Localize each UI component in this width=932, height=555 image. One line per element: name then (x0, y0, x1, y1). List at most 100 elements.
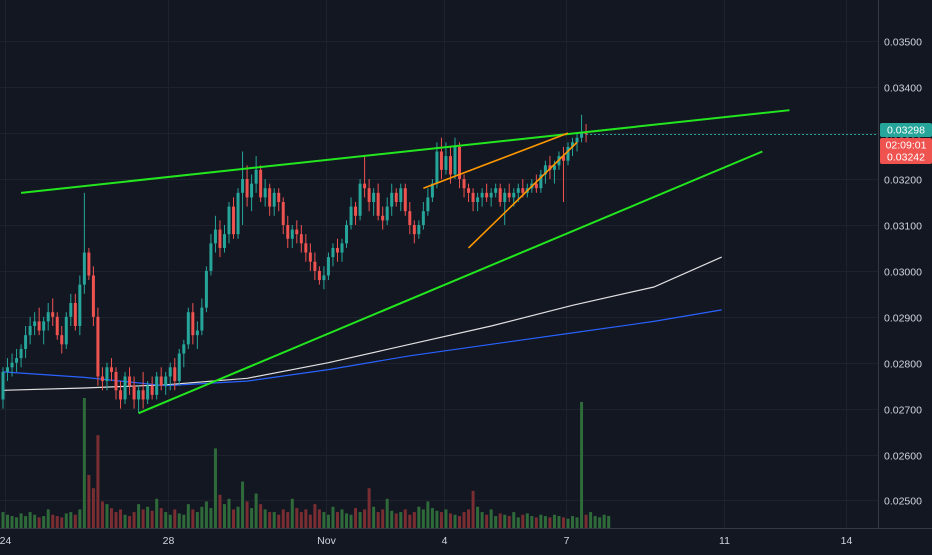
volume-bar (476, 506, 480, 528)
prev-price-label: 0.03242 (887, 152, 925, 164)
price-tick-label: 0.02900 (884, 313, 922, 325)
candle-body (91, 275, 95, 317)
candle-body (132, 385, 136, 400)
volume-bar (521, 514, 525, 528)
price-tick-label: 0.03200 (884, 175, 922, 187)
candle-body (141, 390, 145, 400)
volume-bar (82, 398, 86, 528)
volume-bar (150, 510, 154, 528)
candle-body (498, 188, 502, 203)
volume-bar (204, 501, 208, 528)
volume-bar (299, 512, 303, 528)
candle-body (73, 303, 77, 326)
candle-body (213, 229, 217, 244)
candle-body (254, 169, 258, 184)
volume-bar (60, 517, 64, 528)
volume-bar (250, 508, 254, 528)
candle-body (548, 165, 552, 170)
price-tick-label: 0.02600 (884, 451, 922, 463)
volume-bar (73, 514, 77, 528)
volume-bar (109, 508, 113, 528)
price-axis[interactable]: 0.035000.034000.033000.032000.031000.030… (884, 37, 922, 508)
volume-bar (525, 513, 529, 528)
candle-body (15, 358, 19, 363)
volume-bar (394, 513, 398, 528)
candle-body (232, 206, 236, 235)
volume-bar (571, 516, 575, 528)
time-tick-label: Nov (317, 535, 336, 547)
volume-bar (448, 513, 452, 528)
candle-body (24, 335, 28, 349)
volume-bar (182, 514, 186, 528)
candle-body (335, 247, 339, 253)
volume-bar (105, 504, 109, 528)
candle-body (245, 179, 249, 198)
candle-body (485, 192, 489, 198)
candle-body (430, 183, 434, 198)
trendlines (20, 109, 878, 415)
volume-bar (313, 504, 317, 528)
prev-price-badge (880, 138, 932, 164)
price-tick-label: 0.03400 (884, 83, 922, 95)
candle-body (272, 192, 276, 207)
volume-bar (96, 435, 100, 528)
time-axis[interactable]: 2428Nov47111418 (0, 535, 932, 547)
volume-bar (439, 512, 443, 528)
volume-bar (222, 504, 226, 528)
volume-bar (200, 506, 204, 528)
candle-body (480, 192, 484, 198)
price-tick-label: 0.03500 (884, 37, 922, 49)
candle-body (78, 284, 82, 326)
candle-body (584, 133, 588, 135)
volume-bar (232, 509, 236, 528)
volume-bar (471, 490, 475, 528)
volume-bar (281, 509, 285, 528)
volume-bar (159, 508, 163, 528)
volume-bar (114, 512, 118, 528)
candle-body (295, 229, 299, 235)
volume-bar (69, 512, 73, 528)
volume-bar (245, 501, 249, 528)
candle-body (426, 197, 430, 212)
volume-bar (376, 512, 380, 528)
volume-bar (489, 509, 493, 528)
countdown-label: 02:09:01 (886, 140, 927, 152)
volume-bar (168, 514, 172, 528)
volume-bar (584, 514, 588, 528)
volume-bar (272, 512, 276, 528)
time-tick-label: 11 (719, 535, 730, 547)
volume-bar (213, 448, 217, 528)
volume-bar (412, 512, 416, 528)
candle-body (177, 353, 181, 382)
candle-body (489, 192, 493, 198)
candle-body (566, 146, 570, 161)
time-tick-label: 4 (442, 535, 448, 547)
volume-bar (543, 516, 547, 528)
price-tick-label: 0.03000 (884, 267, 922, 279)
candle-body (571, 142, 575, 147)
candle-body (476, 197, 480, 203)
price-tick-label: 0.02500 (884, 496, 922, 508)
price-labels: 0.03298 02:09:01 0.03242 (880, 123, 932, 164)
volume-bar (453, 514, 457, 528)
candle-body (168, 367, 172, 377)
candle-body (448, 156, 452, 175)
last-price-label: 0.03298 (887, 125, 925, 137)
candle-body (186, 312, 190, 345)
volume-bar (403, 509, 407, 528)
volume-bar (349, 514, 353, 528)
volume-bar (227, 498, 231, 528)
candle-body (236, 192, 240, 235)
candle-body (322, 275, 326, 281)
volume-bar (458, 516, 462, 528)
candle-body (575, 137, 579, 143)
candle-body (281, 202, 285, 225)
candle-body (394, 192, 398, 203)
upper-trendline (20, 109, 790, 194)
volume-bar (575, 517, 579, 528)
volume-bar (421, 509, 425, 528)
price-tick-label: 0.03100 (884, 221, 922, 233)
candle-body (259, 169, 263, 198)
